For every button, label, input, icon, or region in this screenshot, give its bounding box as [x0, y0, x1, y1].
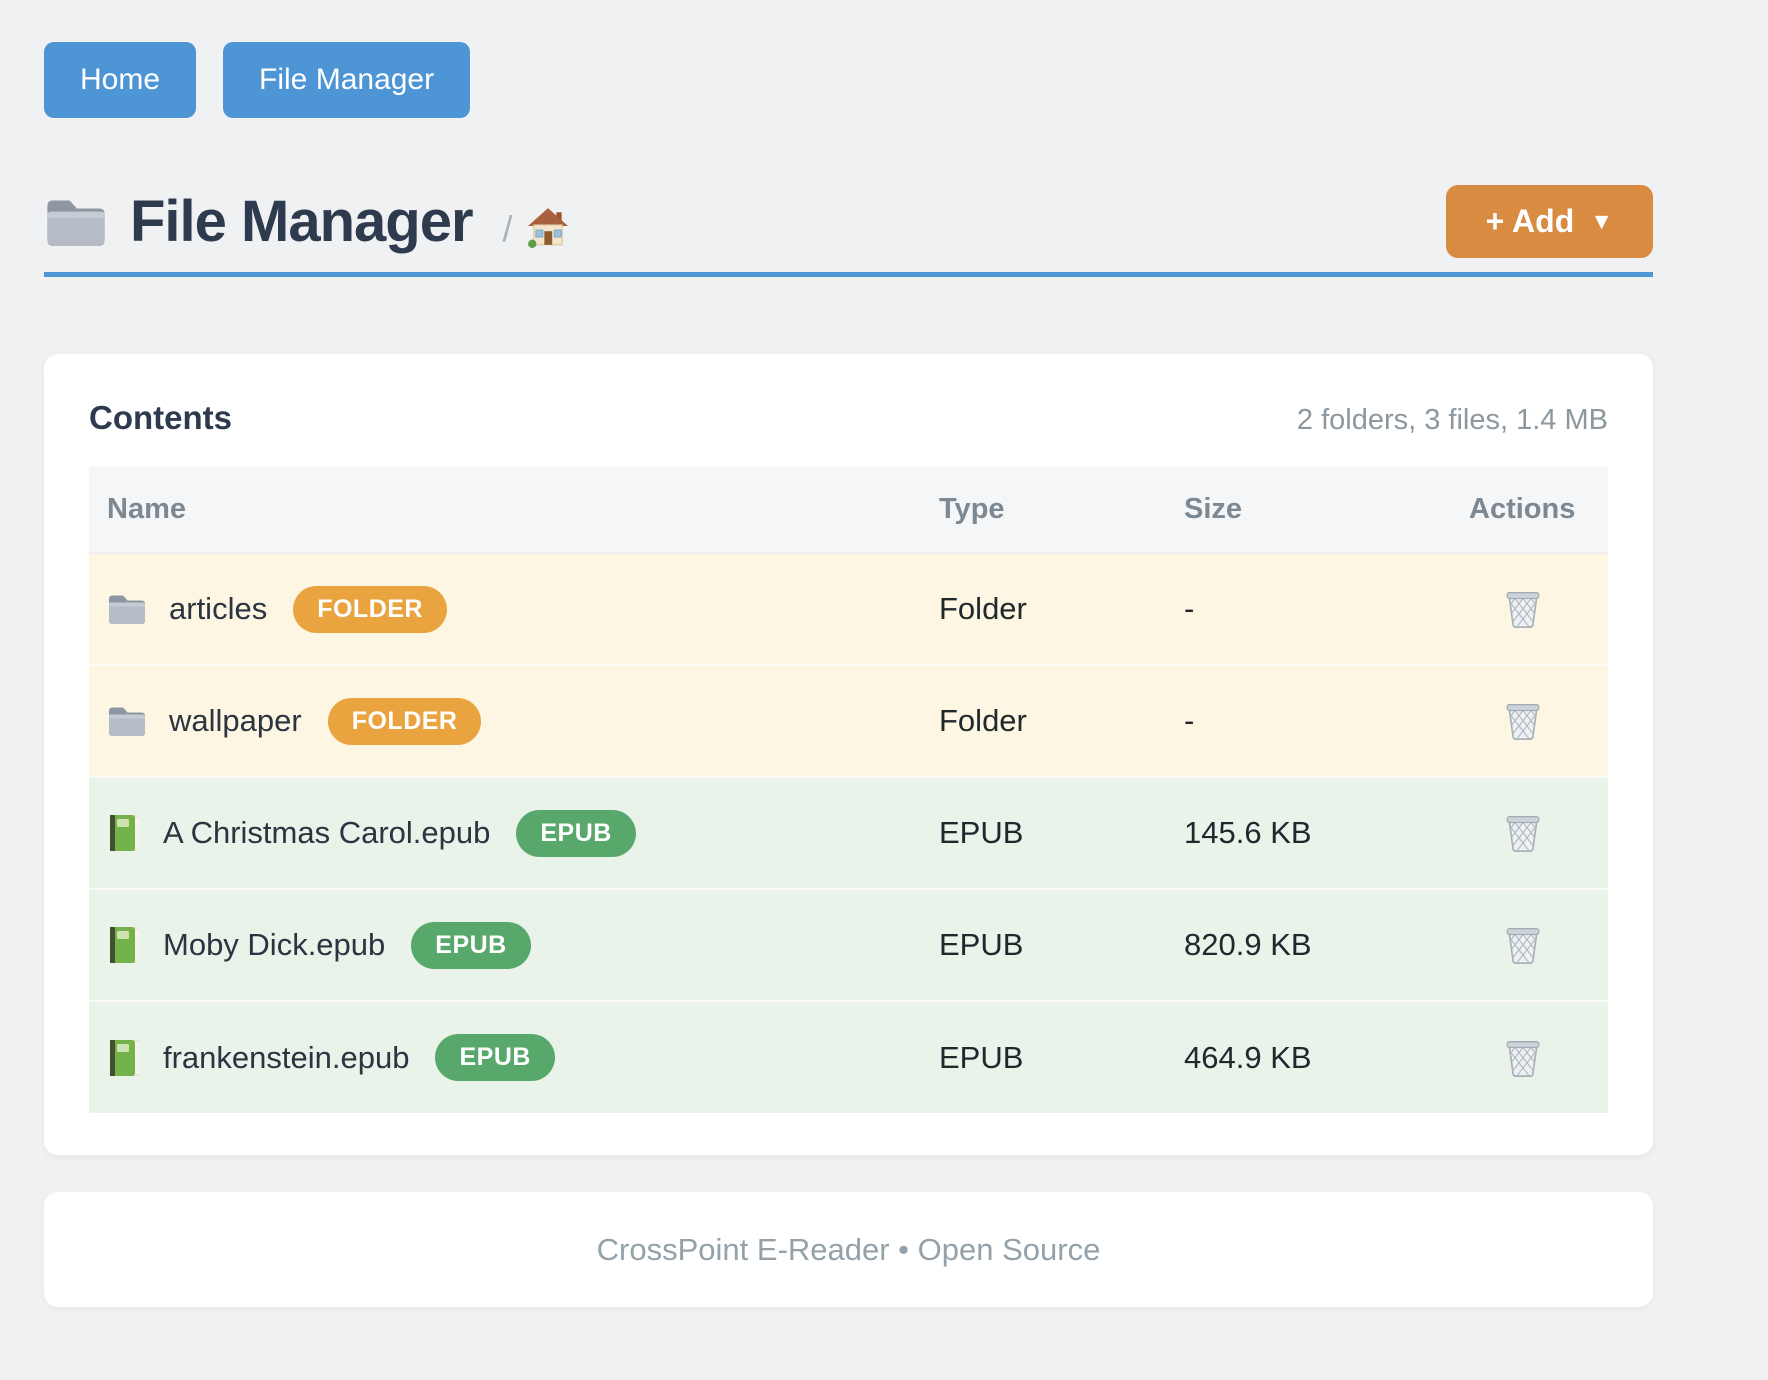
- home-icon[interactable]: [527, 206, 569, 248]
- breadcrumb-separator: /: [502, 207, 513, 249]
- table-row[interactable]: articles FOLDER Folder -: [89, 553, 1608, 665]
- file-type: EPUB: [939, 1000, 1184, 1113]
- trash-icon: [1505, 813, 1541, 853]
- file-type-badge: EPUB: [516, 809, 636, 857]
- contents-title: Contents: [89, 399, 232, 436]
- file-name[interactable]: A Christmas Carol.epub: [163, 815, 491, 850]
- file-type-badge: FOLDER: [293, 585, 447, 633]
- book-icon: [107, 925, 141, 965]
- book-icon: [107, 813, 141, 853]
- file-size: 145.6 KB: [1184, 776, 1469, 889]
- file-size: 820.9 KB: [1184, 888, 1469, 1001]
- contents-summary: 2 folders, 3 files, 1.4 MB: [1296, 404, 1608, 436]
- add-button-label: + Add: [1485, 203, 1575, 239]
- table-row[interactable]: wallpaper FOLDER Folder -: [89, 664, 1608, 777]
- file-table: Name Type Size Actions articles FOLDER F…: [89, 467, 1608, 1113]
- file-type-badge: FOLDER: [327, 697, 482, 745]
- trash-icon: [1505, 589, 1541, 629]
- trash-icon: [1505, 701, 1541, 741]
- delete-button[interactable]: [1499, 695, 1547, 747]
- file-name[interactable]: articles: [169, 591, 268, 626]
- delete-button[interactable]: [1499, 919, 1547, 971]
- file-type: EPUB: [939, 776, 1184, 889]
- file-size: 464.9 KB: [1184, 1000, 1469, 1113]
- chevron-down-icon: ▼: [1590, 208, 1613, 234]
- column-header-name: Name: [89, 467, 939, 554]
- column-header-type: Type: [939, 467, 1184, 554]
- trash-icon: [1505, 1038, 1541, 1078]
- file-type: Folder: [939, 553, 1184, 665]
- nav-home-button[interactable]: Home: [44, 42, 197, 118]
- table-row[interactable]: frankenstein.epub EPUB EPUB 464.9 KB: [89, 1000, 1608, 1113]
- add-button[interactable]: + Add ▼: [1445, 185, 1653, 258]
- book-icon: [107, 1038, 141, 1078]
- title-group: File Manager /: [44, 188, 569, 255]
- file-name[interactable]: frankenstein.epub: [163, 1039, 410, 1075]
- delete-button[interactable]: [1499, 1032, 1547, 1084]
- file-type: Folder: [939, 664, 1184, 777]
- delete-button[interactable]: [1499, 807, 1547, 859]
- file-type-badge: EPUB: [411, 921, 531, 969]
- table-row[interactable]: Moby Dick.epub EPUB EPUB 820.9 KB: [89, 888, 1608, 1001]
- footer-text: CrossPoint E-Reader • Open Source: [596, 1231, 1101, 1267]
- delete-button[interactable]: [1499, 583, 1547, 635]
- table-row[interactable]: A Christmas Carol.epub EPUB EPUB 145.6 K…: [89, 776, 1608, 889]
- page: Home File Manager File Manager /: [44, 0, 1653, 1307]
- column-header-actions: Actions: [1469, 467, 1608, 554]
- file-type: EPUB: [939, 888, 1184, 1001]
- page-header: File Manager / + Add ▼: [44, 185, 1653, 258]
- folder-icon: [107, 592, 147, 626]
- header-divider: [44, 272, 1653, 277]
- file-size: -: [1184, 553, 1469, 665]
- trash-icon: [1505, 925, 1541, 965]
- file-size: -: [1184, 664, 1469, 777]
- nav-file-manager-button[interactable]: File Manager: [223, 42, 471, 118]
- column-header-size: Size: [1184, 467, 1469, 554]
- page-title: File Manager: [130, 189, 474, 254]
- file-name[interactable]: Moby Dick.epub: [163, 927, 386, 962]
- file-table-body: articles FOLDER Folder -: [89, 553, 1608, 1113]
- file-name[interactable]: wallpaper: [169, 703, 302, 738]
- top-nav: Home File Manager: [44, 0, 1653, 118]
- folder-icon: [44, 195, 108, 249]
- footer: CrossPoint E-Reader • Open Source: [44, 1192, 1653, 1307]
- table-header-row: Name Type Size Actions: [89, 467, 1608, 554]
- file-type-badge: EPUB: [435, 1034, 555, 1081]
- contents-card: Contents 2 folders, 3 files, 1.4 MB Name…: [44, 354, 1653, 1155]
- folder-icon: [107, 704, 147, 738]
